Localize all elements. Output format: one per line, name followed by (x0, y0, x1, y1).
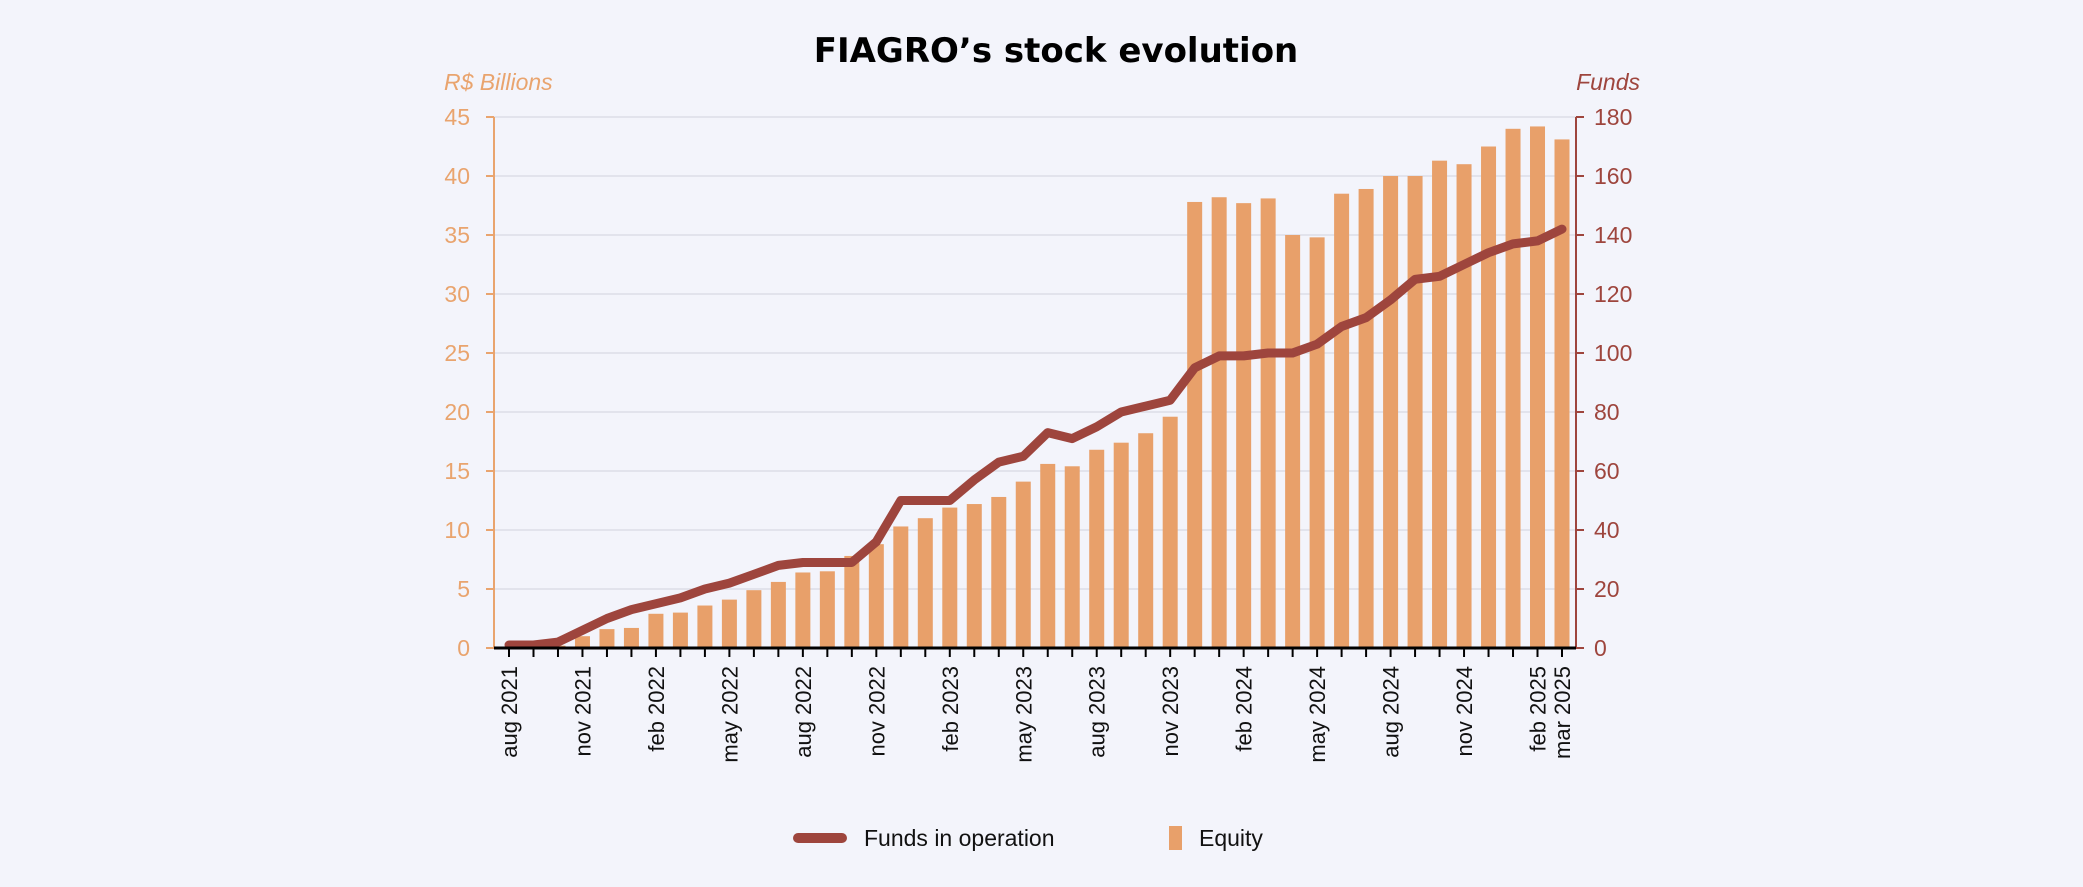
equity-bar (623, 627, 639, 648)
equity-bar (1015, 481, 1031, 648)
equity-bar (1481, 146, 1497, 648)
equity-bar (721, 599, 737, 648)
equity-bar (819, 571, 835, 648)
legend-equity: Equity (1199, 825, 1263, 851)
y-right-tick-label: 180 (1594, 104, 1632, 130)
equity-bar (966, 504, 982, 648)
equity-bar (1432, 160, 1448, 648)
equity-bar (770, 581, 786, 648)
equity-bar (1334, 193, 1350, 648)
y-right-tick-label: 60 (1594, 458, 1620, 484)
x-tick-label: nov 2023 (1158, 666, 1183, 757)
x-tick-label: feb 2023 (938, 666, 963, 752)
equity-bar (1236, 203, 1252, 648)
equity-bar (868, 544, 884, 648)
equity-bar (1554, 139, 1570, 649)
equity-bar (1505, 128, 1521, 649)
equity-bar (1064, 466, 1080, 648)
legend-bar-swatch (1169, 826, 1182, 850)
equity-bar (1285, 235, 1301, 648)
x-tick-label: may 2022 (717, 666, 742, 763)
legend-funds: Funds in operation (864, 825, 1055, 851)
equity-bar (697, 605, 713, 648)
equity-bar (1040, 463, 1056, 648)
x-tick-label: feb 2022 (644, 666, 669, 752)
equity-bar (1113, 442, 1129, 648)
equity-bar (599, 629, 615, 648)
x-tick-label: may 2024 (1305, 666, 1330, 763)
y-left-tick-label: 25 (444, 340, 470, 366)
equity-bar (574, 636, 590, 648)
equity-bar (942, 507, 958, 648)
y-left-tick-label: 45 (444, 104, 470, 130)
x-tick-label: nov 2021 (570, 666, 595, 757)
equity-bar (1162, 416, 1178, 648)
x-tick-label: aug 2024 (1379, 666, 1404, 758)
funds-line (504, 224, 1567, 650)
equity-bar (917, 518, 933, 648)
y-right-tick-label: 0 (1594, 635, 1607, 661)
y-right-axis-label: Funds (1576, 69, 1640, 95)
y-left-tick-label: 0 (457, 635, 470, 661)
y-left-tick-label: 30 (444, 281, 470, 307)
equity-bar (1456, 164, 1472, 648)
chart-title: FIAGRO’s stock evolution (814, 31, 1299, 71)
equity-bar (1089, 449, 1105, 648)
y-right-tick-label: 120 (1594, 281, 1632, 307)
x-tick-label: feb 2025 (1526, 666, 1551, 752)
equity-bar (893, 526, 909, 648)
y-right-tick-label: 80 (1594, 399, 1620, 425)
y-right-tick-label: 100 (1594, 340, 1632, 366)
equity-bar (1211, 197, 1227, 649)
x-tick-label: aug 2023 (1085, 666, 1110, 758)
equity-bar (1187, 201, 1203, 648)
equity-bar (1309, 237, 1325, 649)
equity-bar (1407, 176, 1423, 648)
y-left-tick-label: 15 (444, 458, 470, 484)
equity-bar (795, 572, 811, 648)
x-tick-label: nov 2024 (1452, 666, 1477, 757)
y-left-tick-label: 40 (444, 163, 470, 189)
legend: Funds in operation Equity (793, 825, 1263, 851)
x-tick-label: nov 2022 (864, 666, 889, 757)
equity-bar (991, 496, 1007, 648)
x-tick-label: feb 2024 (1232, 666, 1257, 752)
x-tick-label: aug 2021 (497, 666, 522, 758)
equity-bar (1138, 433, 1154, 648)
y-right-tick-label: 20 (1594, 576, 1620, 602)
equity-bar (1530, 126, 1546, 648)
equity-bar (1358, 188, 1374, 649)
equity-bar (746, 590, 762, 648)
equity-bar (1260, 198, 1276, 649)
equity-bar (844, 555, 860, 648)
y-left-tick-label: 5 (457, 576, 470, 602)
x-tick-label: aug 2022 (791, 666, 816, 758)
y-right-tick-label: 140 (1594, 222, 1632, 248)
y-right-tick-label: 160 (1594, 163, 1632, 189)
y-left-tick-label: 20 (444, 399, 470, 425)
x-tick-label: mar 2025 (1550, 666, 1575, 759)
y-left-tick-label: 35 (444, 222, 470, 248)
equity-bar (672, 612, 688, 648)
x-tick-label: may 2023 (1011, 666, 1036, 763)
y-left-tick-label: 10 (444, 517, 470, 543)
equity-bar (648, 613, 664, 648)
y-left-axis-label: R$ Billions (444, 69, 553, 95)
equity-bar (1383, 176, 1399, 648)
y-right-tick-label: 40 (1594, 517, 1620, 543)
